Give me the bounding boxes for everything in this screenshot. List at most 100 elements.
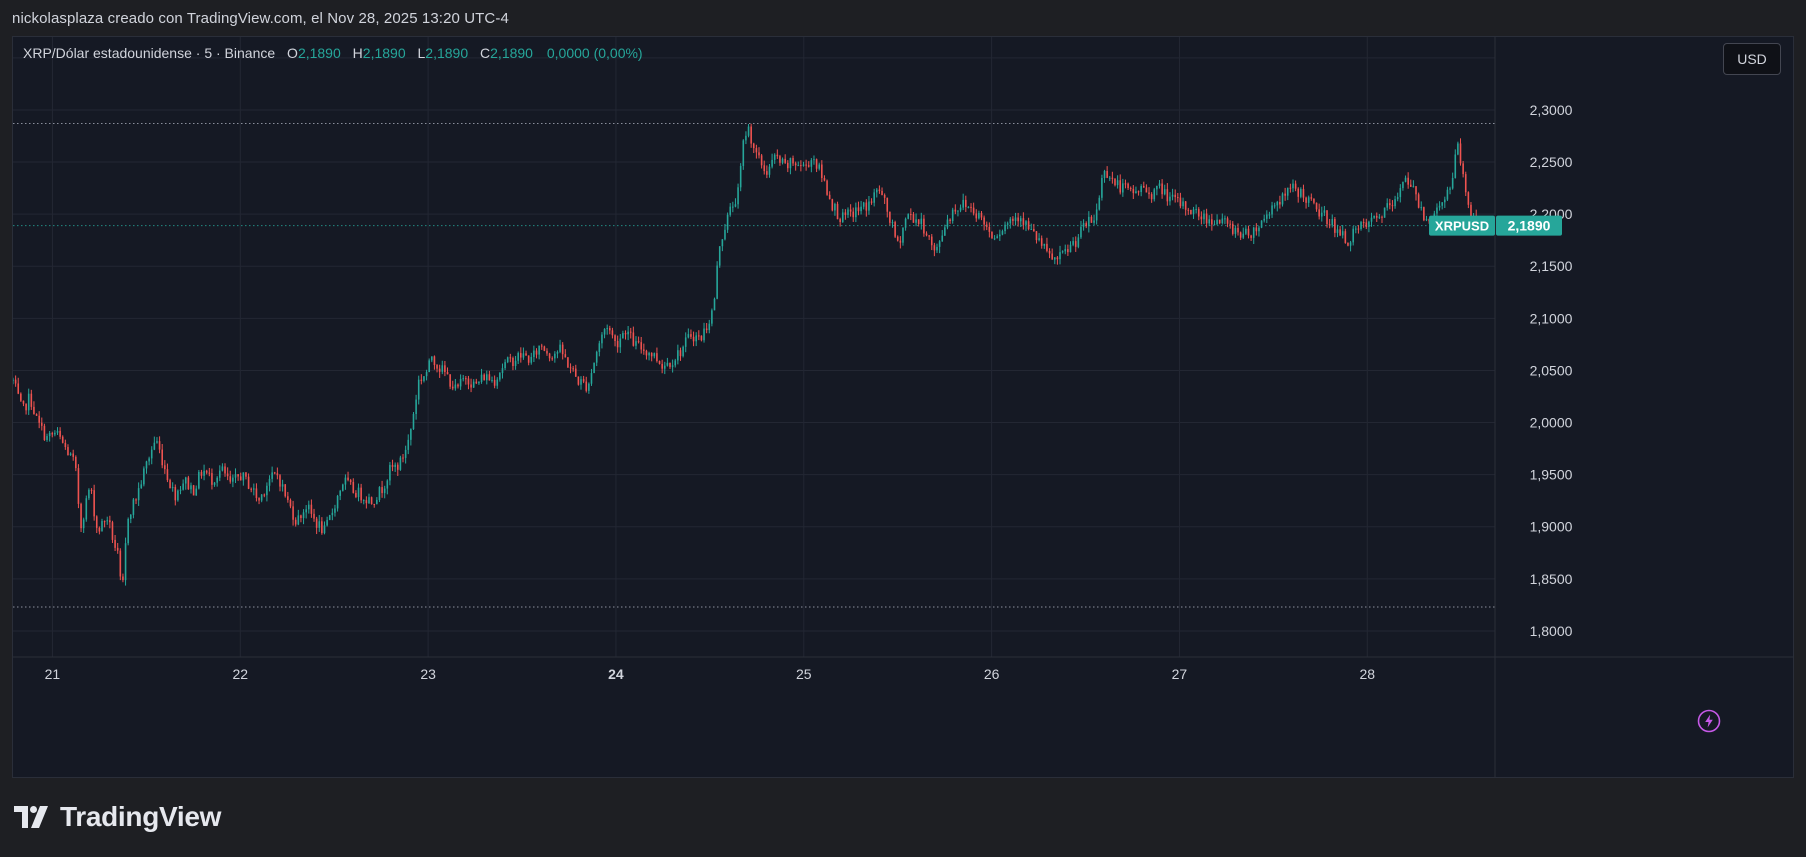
candle-body — [305, 509, 307, 513]
x-tick-label: 26 — [984, 666, 1000, 682]
candle-body — [1038, 238, 1040, 241]
candle-body — [1184, 201, 1187, 210]
candle-body — [907, 214, 910, 219]
candle-body — [1404, 177, 1407, 182]
candle-body — [77, 468, 80, 504]
candle-body — [1297, 188, 1300, 197]
candle-body — [1051, 253, 1053, 260]
candle-body — [889, 211, 891, 223]
candle-body — [82, 519, 85, 529]
candle-body — [488, 374, 491, 381]
candle-body — [656, 353, 658, 362]
candle-body — [1423, 207, 1425, 221]
candle-body — [1156, 185, 1158, 190]
candle-body — [449, 374, 451, 387]
candle-body — [692, 336, 695, 342]
candle-body — [381, 487, 383, 494]
candle-body — [229, 476, 232, 482]
candle-body — [1457, 143, 1459, 155]
candle-body — [216, 477, 218, 483]
candle-body — [103, 521, 106, 523]
candle-body — [1124, 183, 1127, 185]
candle-body — [836, 203, 839, 220]
candle-body — [1266, 214, 1268, 219]
candle-body — [517, 353, 519, 361]
candle-body — [852, 211, 855, 218]
tradingview-branding[interactable]: TradingView — [14, 801, 221, 833]
candle-body — [1177, 197, 1179, 199]
candle-body — [703, 328, 705, 341]
candle-body — [1386, 203, 1389, 208]
candle-body — [313, 513, 315, 519]
candle-body — [705, 328, 708, 331]
candle-body — [1451, 177, 1454, 189]
candle-body — [938, 241, 941, 247]
candle-body — [132, 499, 135, 515]
candle-body — [1389, 203, 1391, 206]
candle-body — [679, 350, 682, 357]
y-tick-label: 2,3000 — [1530, 102, 1573, 118]
candle-body — [224, 466, 226, 474]
candle-body — [786, 162, 789, 169]
currency-button[interactable]: USD — [1723, 43, 1781, 75]
candle-body — [1355, 228, 1357, 230]
candle-body — [499, 373, 501, 380]
candle-body — [1080, 226, 1082, 238]
candle-body — [716, 265, 718, 299]
candle-body — [101, 521, 103, 532]
candle-body — [1211, 219, 1213, 225]
candle-body — [485, 374, 488, 381]
candle-body — [289, 499, 292, 507]
candle-body — [1462, 163, 1464, 175]
candle-body — [650, 352, 653, 357]
candle-body — [1158, 183, 1161, 186]
candle-body — [527, 355, 530, 363]
candle-body — [1375, 215, 1378, 218]
candle-body — [1171, 194, 1174, 197]
y-tick-label: 2,1500 — [1530, 258, 1573, 274]
candle-body — [624, 333, 627, 335]
candle-body — [1399, 188, 1402, 198]
candle-body — [941, 235, 944, 242]
candle-body — [985, 224, 988, 227]
candle-body — [1140, 186, 1142, 193]
candle-body — [339, 490, 341, 496]
price-chart[interactable]: 1,8000 1,8500 1,9000 1,9500 2,0000 2,0500 2,10… — [13, 37, 1793, 777]
chart-area[interactable]: 1,8000 1,8500 1,9000 1,9500 2,0000 2,0500 2,10… — [12, 36, 1794, 778]
candle-body — [1082, 223, 1085, 227]
candle-body — [1368, 221, 1370, 227]
candle-body — [1320, 212, 1323, 217]
candle-body — [865, 202, 868, 211]
candle-body — [687, 334, 690, 338]
candle-body — [221, 466, 224, 471]
candle-body — [182, 483, 184, 490]
candle-body — [198, 471, 200, 489]
candle-body — [1441, 202, 1443, 206]
candle-body — [1085, 223, 1088, 227]
candle-body — [1135, 191, 1137, 194]
candle-body — [423, 376, 425, 381]
candle-body — [98, 527, 101, 532]
candle-body — [870, 201, 873, 203]
candle-body — [1040, 238, 1043, 246]
candle-body — [847, 209, 849, 215]
candle-body — [1323, 210, 1326, 213]
candle-body — [281, 484, 284, 487]
candle-body — [226, 473, 229, 477]
candle-body — [999, 234, 1001, 237]
candle-body — [1331, 218, 1334, 226]
candle-body — [1326, 210, 1328, 225]
lightning-bolt-icon[interactable] — [1697, 709, 1721, 733]
candle-body — [1279, 201, 1281, 205]
candle-body — [564, 354, 567, 358]
candle-body — [807, 165, 810, 167]
candle-body — [677, 350, 679, 361]
candle-body — [800, 165, 802, 167]
candle-body — [1417, 194, 1420, 208]
candle-body — [1336, 229, 1339, 233]
candle-body — [161, 449, 164, 466]
candle-body — [1470, 204, 1472, 218]
candle-body — [784, 158, 786, 163]
candle-body — [266, 485, 268, 496]
high-label: H — [352, 45, 363, 61]
